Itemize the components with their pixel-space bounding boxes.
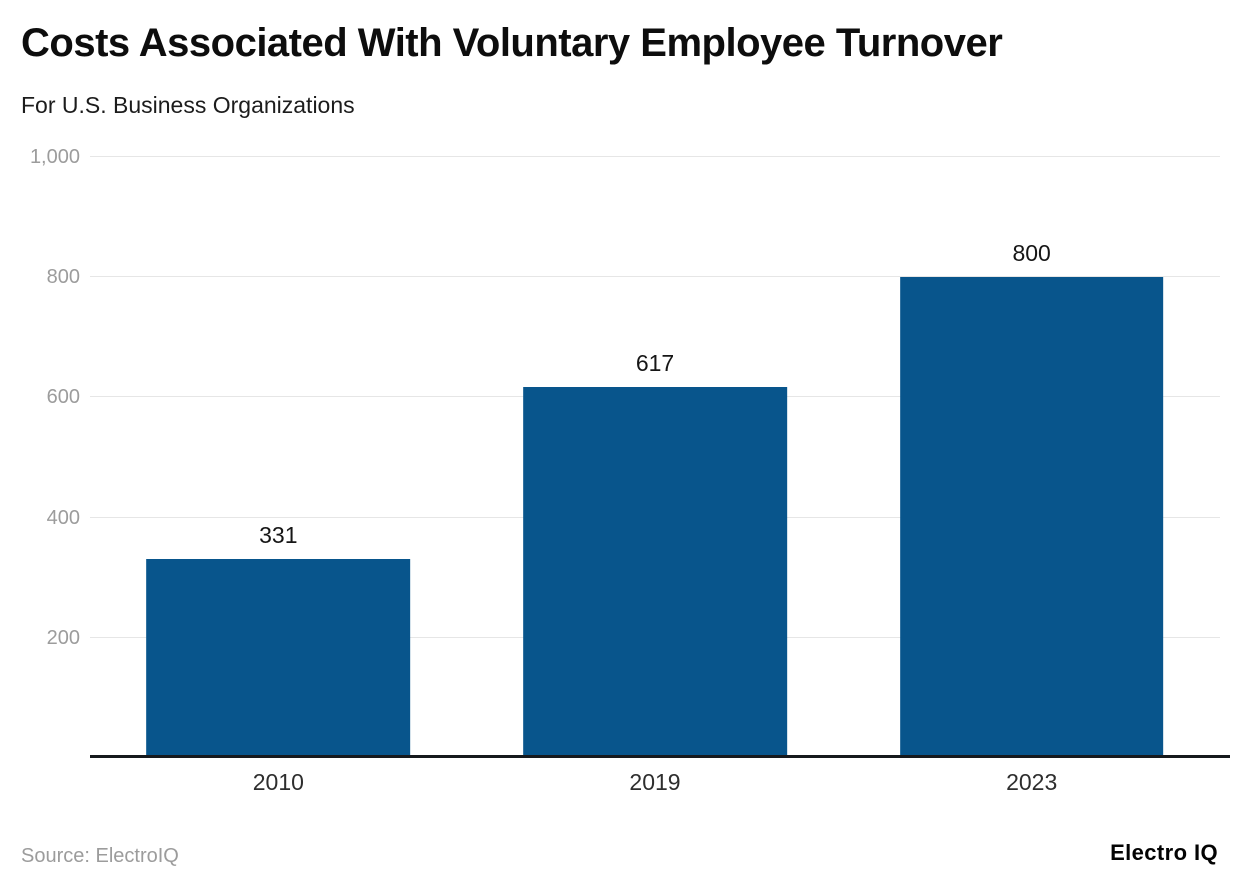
chart-subtitle: For U.S. Business Organizations — [21, 92, 355, 118]
y-tick-label: 400 — [46, 506, 80, 529]
brand-logo: Electro IQ — [1110, 840, 1218, 865]
chart-title: Costs Associated With Voluntary Employee… — [21, 21, 1003, 65]
bar-2023 — [899, 277, 1164, 758]
x-tick-label: 2023 — [1006, 769, 1058, 795]
y-tick-label: 1,000 — [29, 146, 80, 168]
plot-area: 331 2010 617 2019 800 2023 — [90, 156, 1220, 794]
x-axis-line — [90, 755, 1230, 758]
source-note: Source: ElectroIQ — [21, 845, 179, 867]
bar-value-label: 800 — [1012, 240, 1051, 267]
gridline — [90, 156, 1220, 157]
y-tick-label: 200 — [46, 626, 80, 649]
bar-2010 — [146, 559, 411, 758]
y-tick-label: 800 — [46, 266, 80, 289]
bar-2019 — [523, 387, 787, 758]
gridline — [90, 276, 1220, 278]
x-tick-label: 2010 — [252, 769, 304, 795]
y-axis: 200 400 600 800 1,000 — [0, 147, 80, 758]
chart-area: 200 400 600 800 1,000 331 2010 617 2019 800 2023 — [0, 147, 1240, 794]
bar-value-label: 331 — [259, 522, 298, 549]
x-tick-label: 2019 — [629, 769, 681, 795]
y-tick-label: 600 — [46, 386, 80, 409]
bar-value-label: 617 — [635, 350, 675, 377]
